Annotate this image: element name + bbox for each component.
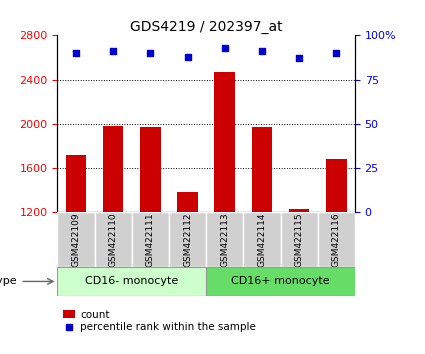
Text: GSM422113: GSM422113 — [220, 212, 229, 267]
Bar — [215, 72, 235, 212]
Text: CD16+ monocyte: CD16+ monocyte — [231, 276, 330, 286]
Point — [184, 54, 191, 59]
Text: GSM422115: GSM422115 — [295, 212, 303, 267]
Text: GSM422111: GSM422111 — [146, 212, 155, 267]
Point — [73, 50, 79, 56]
Bar — [252, 127, 272, 212]
Bar — [132, 212, 169, 267]
Legend: count, percentile rank within the sample: count, percentile rank within the sample — [62, 310, 256, 332]
Text: GSM422116: GSM422116 — [332, 212, 341, 267]
Text: GSM422112: GSM422112 — [183, 213, 192, 267]
Bar — [289, 209, 309, 212]
Bar — [280, 212, 317, 267]
Text: GSM422110: GSM422110 — [109, 212, 118, 267]
Bar — [140, 127, 161, 212]
Bar — [326, 159, 346, 212]
Bar — [317, 212, 355, 267]
Bar — [103, 126, 123, 212]
Title: GDS4219 / 202397_at: GDS4219 / 202397_at — [130, 21, 283, 34]
Bar — [66, 155, 86, 212]
Point — [221, 45, 228, 51]
Point — [296, 56, 303, 61]
Bar — [206, 267, 355, 296]
Point — [147, 50, 154, 56]
Text: GSM422109: GSM422109 — [71, 212, 80, 267]
Bar — [57, 212, 94, 267]
Point — [333, 50, 340, 56]
Bar — [94, 212, 132, 267]
Text: GSM422114: GSM422114 — [258, 213, 266, 267]
Bar — [57, 267, 206, 296]
Text: cell type: cell type — [0, 276, 17, 286]
Text: CD16- monocyte: CD16- monocyte — [85, 276, 178, 286]
Point — [258, 48, 265, 54]
Point — [110, 48, 116, 54]
Bar — [169, 212, 206, 267]
Bar — [206, 212, 243, 267]
Bar — [177, 193, 198, 212]
Bar — [243, 212, 280, 267]
